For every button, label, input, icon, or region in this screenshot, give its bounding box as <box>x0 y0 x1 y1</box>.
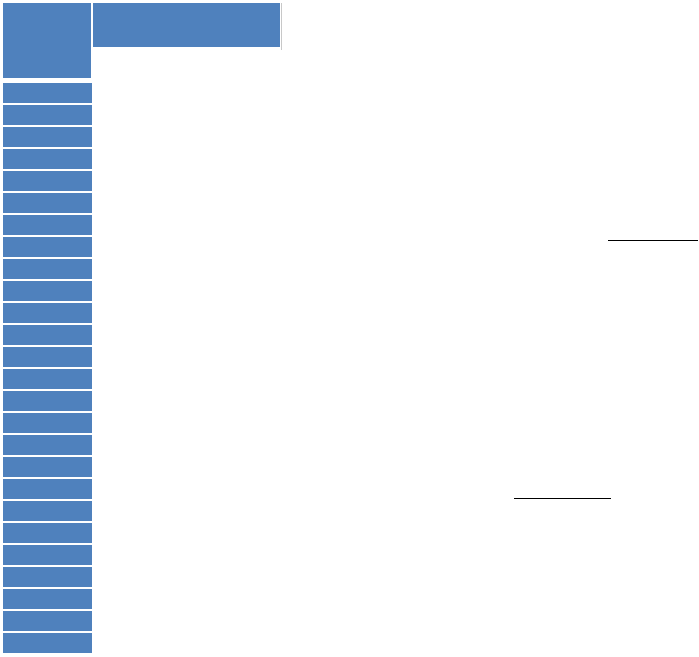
row-header-cell <box>3 545 92 565</box>
row-header-cell <box>3 479 92 499</box>
row-header-cell <box>3 611 92 631</box>
row-header-cell <box>3 127 92 147</box>
row-header-cell <box>3 303 92 323</box>
row-header-cell <box>3 237 92 257</box>
row-header-cell <box>3 633 92 653</box>
row-header-cell <box>3 215 92 235</box>
row-header-cell <box>3 413 92 433</box>
corner-cell <box>3 3 91 78</box>
row-header-cell <box>3 435 92 455</box>
row-header-cell <box>3 523 92 543</box>
row-headers <box>3 83 92 653</box>
row-header-cell <box>3 567 92 587</box>
row-header-cell <box>3 171 92 191</box>
row-header-cell <box>3 83 92 103</box>
row-header-cell <box>3 281 92 301</box>
row-header-cell <box>3 193 92 213</box>
row-header-cell <box>3 501 92 521</box>
row-header-cell <box>3 105 92 125</box>
row-header-cell <box>3 369 92 389</box>
row-header-cell <box>3 325 92 345</box>
row-header-cell <box>3 149 92 169</box>
row-header-cell <box>3 391 92 411</box>
header-cell <box>93 3 280 47</box>
row-header-cell <box>3 347 92 367</box>
row-header-cell <box>3 457 92 477</box>
row-header-cell <box>3 589 92 609</box>
row-header-cell <box>3 259 92 279</box>
